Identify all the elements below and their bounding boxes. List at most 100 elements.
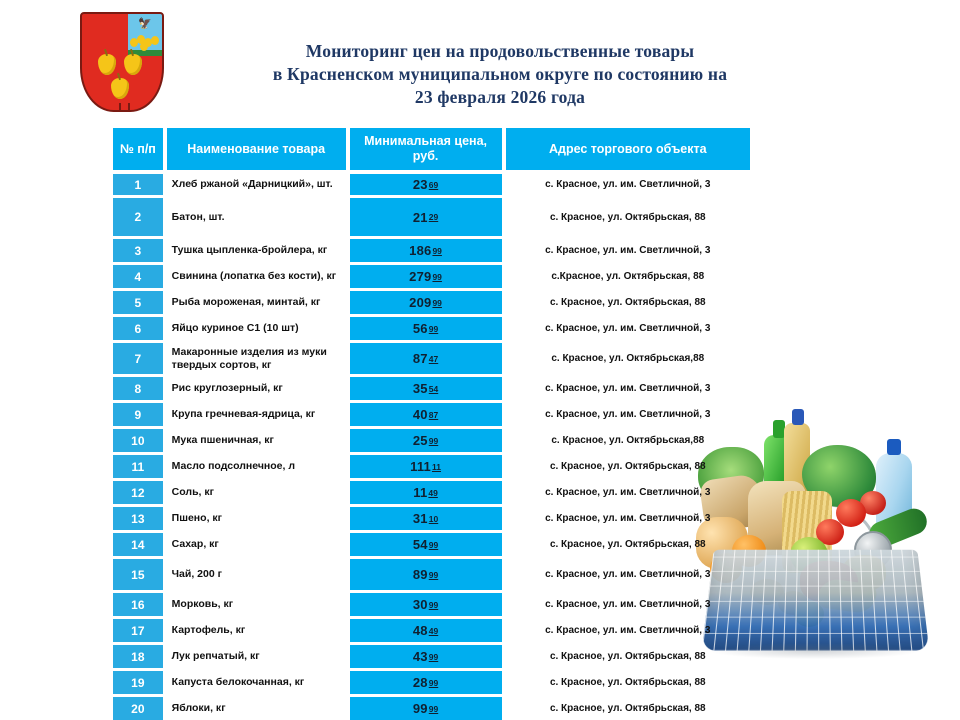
table-row[interactable]: 15 Чай, 200 г 89 99 с. Красное, ул. им. Свет…	[113, 559, 750, 590]
cell-price: 40 87	[349, 403, 502, 426]
cell-price: 48 49	[349, 619, 502, 642]
cell-number: 5	[113, 291, 163, 314]
cell-price: 87 47	[349, 343, 502, 374]
cell-product-name: Масло подсолнечное, л	[166, 455, 346, 478]
table-row[interactable]: 20 Яблоки, кг 99 99 с. Красное, ул. Октябрьс…	[113, 697, 750, 720]
shield-green-band	[128, 50, 162, 56]
table-header-row: № п/п Наименование товара Минимальная це…	[113, 128, 750, 170]
price-rubles: 40	[412, 407, 428, 422]
eagle-icon: 🦅	[138, 18, 152, 30]
coat-of-arms-icon: 🦅	[70, 6, 174, 118]
cell-address: с. Красное, ул. им. Светличной, 3	[545, 625, 711, 636]
cell-address: с. Красное, ул. Октябрьская, 88	[549, 211, 706, 223]
cell-number: 1	[113, 174, 163, 195]
price-rubles: 89	[412, 567, 428, 582]
table-row[interactable]: 6 Яйцо куриное С1 (10 шт) 56 99 с. Красное, …	[113, 317, 750, 340]
cell-number: 13	[113, 507, 163, 530]
table-row[interactable]: 14 Сахар, кг 54 99 с. Красное, ул. Октябрьск…	[113, 533, 750, 556]
cell-price: 186 99	[349, 239, 502, 262]
table-body: 1 Хлеб ржаной «Дарницкий», шт. 23 69 с. Крас…	[113, 174, 750, 720]
cell-address: с. Красное, ул. им. Светличной, 3	[545, 513, 711, 524]
table-row[interactable]: 7 Макаронные изделия из муки твердых сорт…	[113, 343, 750, 374]
table-row[interactable]: 12 Соль, кг 11 49 с. Красное, ул. им. Светли…	[113, 481, 750, 504]
table-row[interactable]: 1 Хлеб ржаной «Дарницкий», шт. 23 69 с. Крас…	[113, 174, 750, 195]
cell-product-name: Яблоки, кг	[166, 697, 346, 720]
price-kopecks: 99	[428, 599, 439, 610]
cell-address: с. Красное, ул. им. Светличной, 3	[545, 409, 711, 420]
price-rubles: 28	[412, 675, 428, 690]
table-row[interactable]: 3 Тушка цыпленка-бройлера, кг 186 99 с. Крас…	[113, 239, 750, 262]
price-kopecks: 49	[428, 487, 438, 498]
table-row[interactable]: 5 Рыба мороженая, минтай, кг 209 99 с. Красн…	[113, 291, 750, 314]
title-line-1: Мониторинг цен на продовольственные това…	[305, 41, 695, 61]
price-rubles: 48	[412, 623, 428, 638]
page-title: Мониторинг цен на продовольственные това…	[200, 40, 800, 109]
table-row[interactable]: 8 Рис круглозерный, кг 35 54 с. Красное, ул.…	[113, 377, 750, 400]
cell-address: с.Красное, ул. Октябрьская, 88	[551, 271, 705, 282]
price-kopecks: 69	[428, 179, 439, 190]
cell-price: 209 99	[349, 291, 502, 314]
price-kopecks: 54	[428, 383, 439, 394]
price-kopecks: 99	[428, 539, 439, 550]
table-row[interactable]: 4 Свинина (лопатка без кости), кг 279 99 с.К…	[113, 265, 750, 288]
price-rubles: 209	[409, 295, 432, 310]
cell-price: 54 99	[349, 533, 502, 556]
cell-address: с. Красное, ул. Октябрьская, 88	[549, 703, 706, 714]
table-row[interactable]: 16 Морковь, кг 30 99 с. Красное, ул. им. Све…	[113, 593, 750, 616]
price-kopecks: 99	[428, 435, 439, 446]
cell-product-name: Соль, кг	[166, 481, 346, 504]
golden-cluster-icon	[130, 34, 160, 51]
cell-address: с. Красное, ул. Октябрьская, 88	[549, 297, 706, 308]
price-kopecks: 49	[428, 625, 439, 636]
price-rubles: 43	[412, 649, 428, 664]
cell-number: 19	[113, 671, 163, 694]
cell-price: 111 11	[349, 455, 502, 478]
cell-address: с. Красное, ул. им. Светличной, 3	[545, 383, 711, 394]
price-rubles: 21	[412, 209, 428, 225]
price-kopecks: 29	[428, 212, 439, 222]
price-kopecks: 10	[428, 513, 439, 524]
price-kopecks: 99	[432, 297, 442, 308]
table-row[interactable]: 19 Капуста белокочанная, кг 28 99 с. Красно…	[113, 671, 750, 694]
cell-number: 11	[113, 455, 163, 478]
cell-price: 28 99	[349, 671, 502, 694]
cell-number: 17	[113, 619, 163, 642]
cell-product-name: Сахар, кг	[166, 533, 346, 556]
price-rubles: 54	[412, 537, 428, 552]
cell-number: 18	[113, 645, 163, 668]
price-kopecks: 99	[432, 271, 442, 282]
column-header-address: Адрес торгового объекта	[505, 128, 750, 170]
table-row[interactable]: 18 Лук репчатый, кг 43 99 с. Красное, ул. Ок…	[113, 645, 750, 668]
cell-product-name: Капуста белокочанная, кг	[166, 671, 346, 694]
cell-address: с. Красное, ул. им. Светличной, 3	[545, 487, 711, 498]
price-kopecks: 99	[428, 569, 439, 580]
golden-apple-icon	[98, 54, 116, 75]
cell-number: 10	[113, 429, 163, 452]
cell-address: с. Красное, ул. Октябрьская, 88	[549, 677, 706, 688]
price-kopecks: 99	[428, 651, 439, 662]
table-row[interactable]: 10 Мука пшеничная, кг 25 99 с. Красное, ул. …	[113, 429, 750, 452]
cell-number: 15	[113, 559, 163, 590]
price-rubles: 279	[409, 269, 432, 284]
price-rubles: 11	[413, 485, 428, 500]
table-row[interactable]: 2 Батон, шт. 21 29 с. Красное, ул. Октябрьск…	[113, 198, 750, 236]
price-kopecks: 99	[428, 677, 439, 688]
price-kopecks: 47	[428, 353, 439, 364]
table-row[interactable]: 11 Масло подсолнечное, л 111 11 с. Красное, …	[113, 455, 750, 478]
cell-number: 2	[113, 198, 163, 236]
cell-product-name: Яйцо куриное С1 (10 шт)	[166, 317, 346, 340]
table-row[interactable]: 9 Крупа гречневая-ядрица, кг 40 87 с. Красно…	[113, 403, 750, 426]
cell-price: 30 99	[349, 593, 502, 616]
golden-apple-icon	[111, 78, 129, 99]
golden-apple-icon	[124, 54, 142, 75]
title-line-2: в Красненском муниципальном округе по со…	[272, 64, 728, 84]
table-row[interactable]: 17 Картофель, кг 48 49 с. Красное, ул. им. С…	[113, 619, 750, 642]
cell-price: 25 99	[349, 429, 502, 452]
cell-price: 31 10	[349, 507, 502, 530]
cell-product-name: Морковь, кг	[166, 593, 346, 616]
grocery-basket-image	[690, 395, 955, 680]
price-kopecks: 99	[428, 323, 439, 334]
table-row[interactable]: 13 Пшено, кг 31 10 с. Красное, ул. им. Светл…	[113, 507, 750, 530]
cell-address: с. Красное, ул. им. Светличной, 3	[545, 323, 711, 334]
